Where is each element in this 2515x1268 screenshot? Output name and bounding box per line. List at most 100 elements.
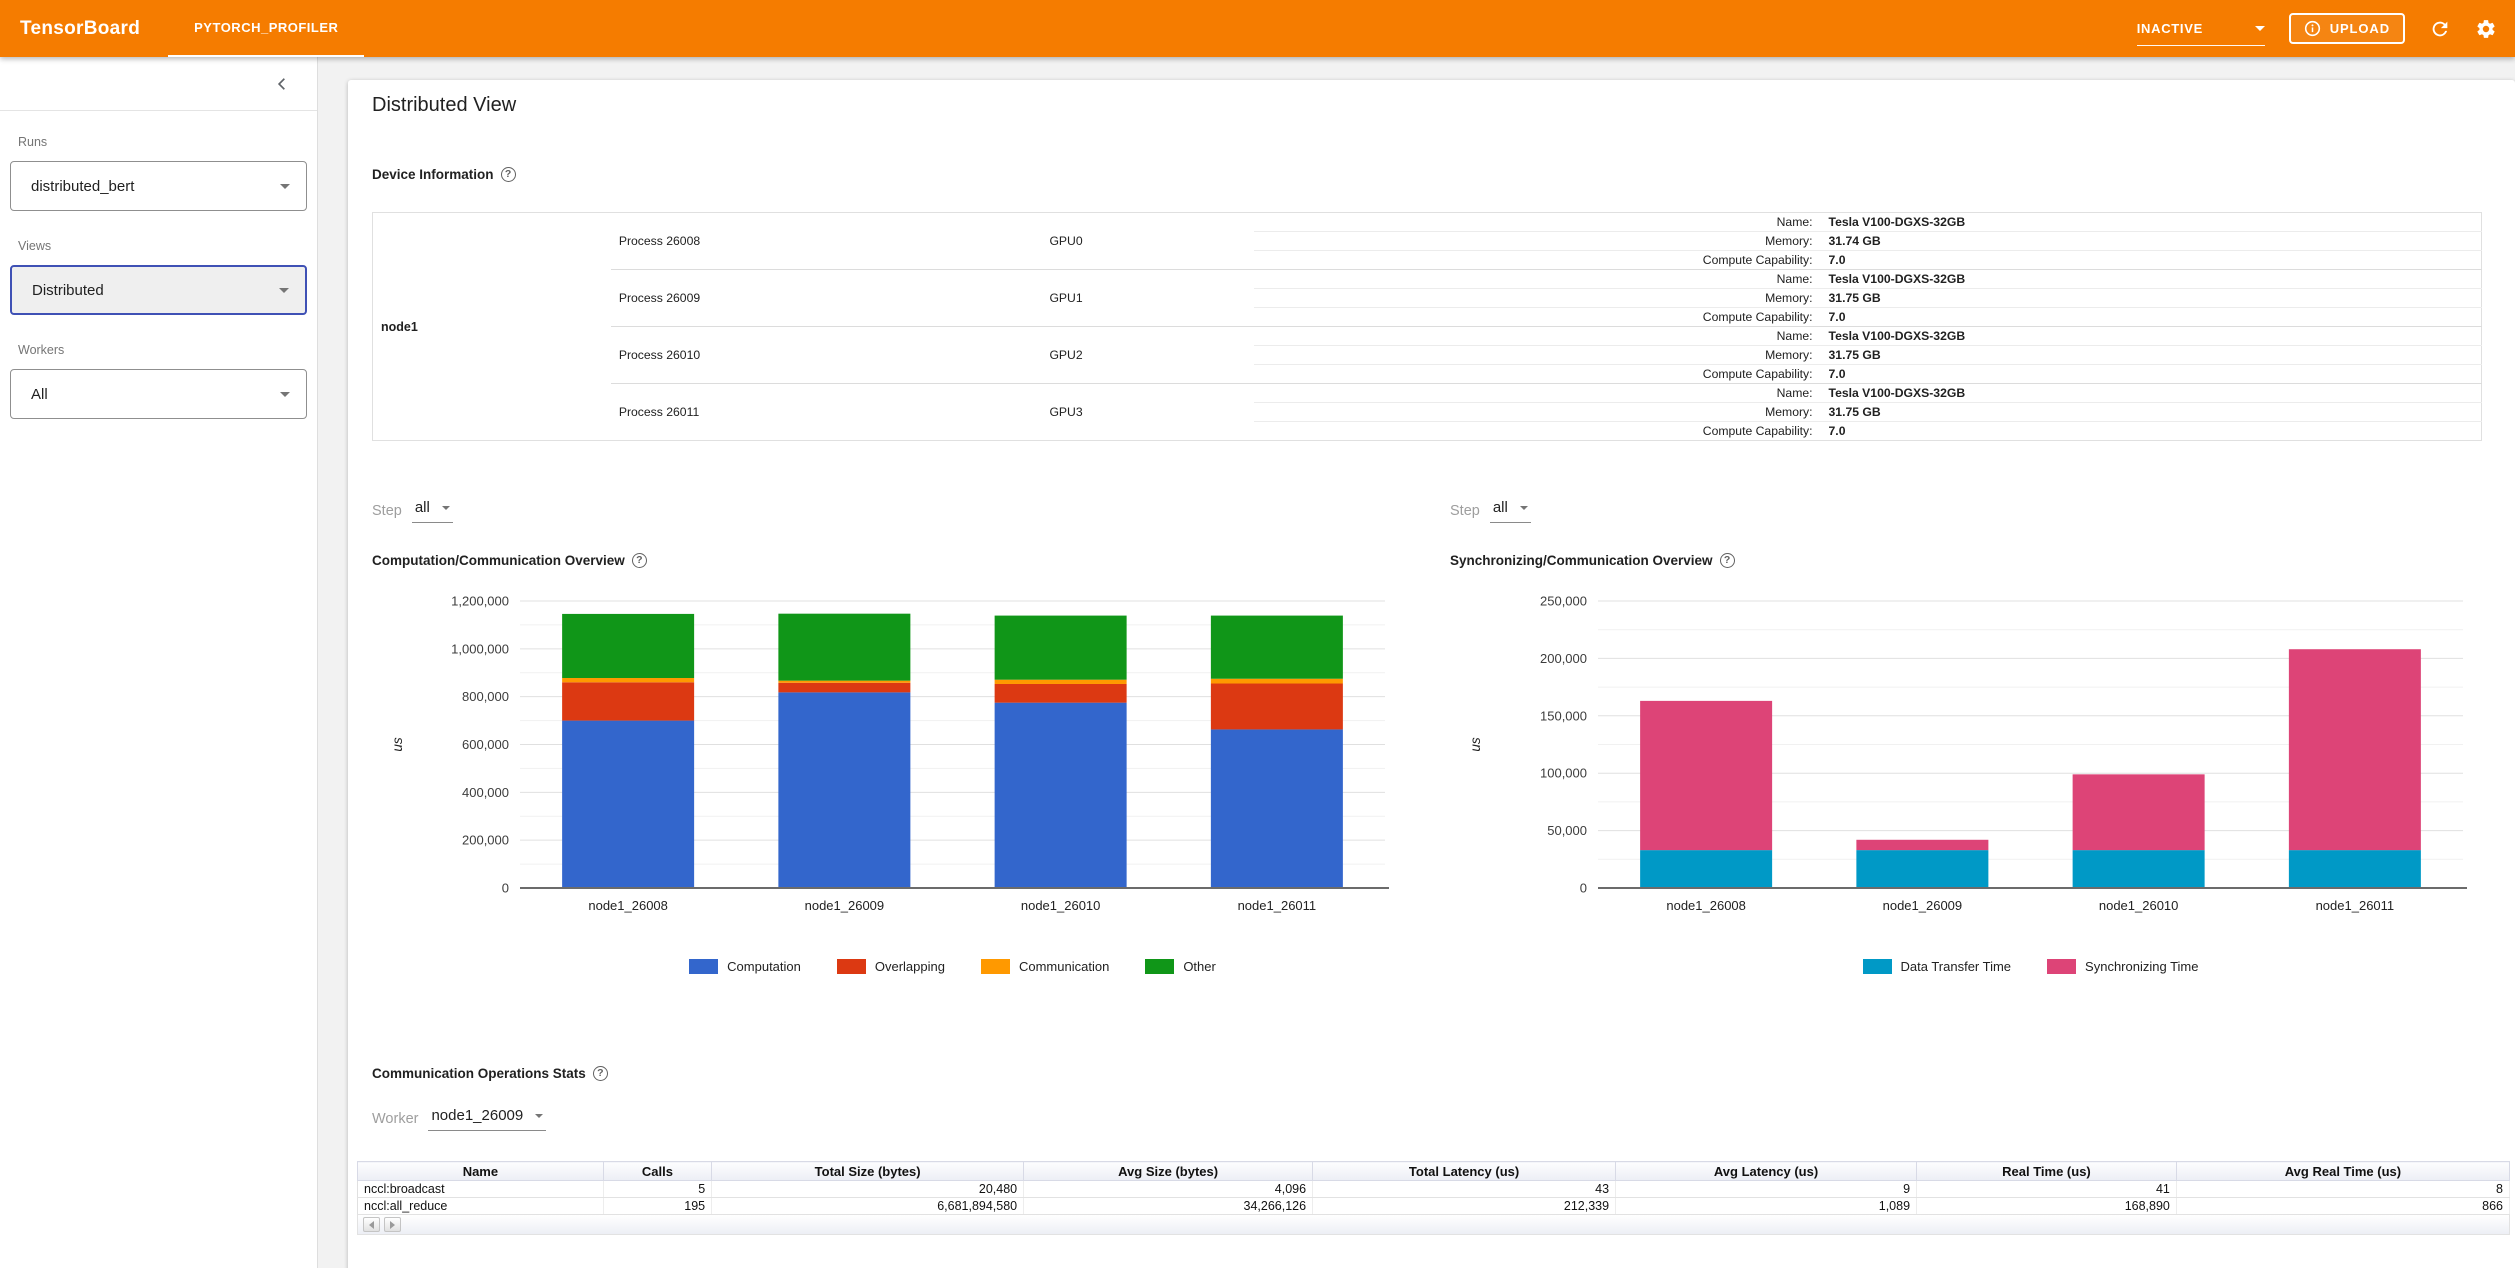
step-select-value: all xyxy=(1492,499,1508,516)
run-status-select[interactable]: INACTIVE xyxy=(2136,21,2265,46)
bar-segment-computation[interactable] xyxy=(778,692,911,888)
gear-icon xyxy=(2477,19,2495,38)
page-title: Distributed View xyxy=(372,94,517,116)
stats-column-header[interactable]: Avg Size (bytes) xyxy=(1023,1161,1314,1181)
bar-segment-overlapping[interactable] xyxy=(994,683,1127,703)
bar-segment-other[interactable] xyxy=(994,615,1127,680)
y-tick-label: 0 xyxy=(502,881,509,896)
category-label: node1_26009 xyxy=(805,898,885,913)
bar-segment-synchronizing-time[interactable] xyxy=(1640,700,1773,851)
arrow-left-icon xyxy=(369,1220,374,1229)
bar-segment-overlapping[interactable] xyxy=(778,682,911,693)
device-field-label: Memory: xyxy=(1253,288,1821,308)
collapse-sidebar-button[interactable] xyxy=(275,77,289,91)
device-field-label: Name: xyxy=(1253,383,1821,403)
device-field-value: 31.75 GB xyxy=(1820,288,2482,308)
communication-operations-title: Communication Operations Stats xyxy=(372,1066,586,1081)
legend-item[interactable]: Synchronizing Time xyxy=(2047,959,2199,974)
device-field-label: Memory: xyxy=(1253,345,1821,365)
device-table-row: Memory: 31.75 GB xyxy=(373,288,2482,308)
help-icon[interactable]: ? xyxy=(631,553,647,568)
y-tick-label: 150,000 xyxy=(1540,708,1587,723)
y-tick-label: 250,000 xyxy=(1540,594,1587,609)
device-field-value: Tesla V100-DGXS-32GB xyxy=(1820,269,2482,289)
bar-segment-other[interactable] xyxy=(562,613,695,679)
bar-segment-data-transfer-time[interactable] xyxy=(2072,850,2205,888)
legend-item[interactable]: Computation xyxy=(689,959,801,974)
prev-page-button[interactable] xyxy=(363,1217,380,1232)
stats-value: 5 xyxy=(603,1180,713,1198)
bar-segment-communication[interactable] xyxy=(1210,678,1343,684)
stats-value: 8 xyxy=(2176,1180,2511,1198)
bar-segment-synchronizing-time[interactable] xyxy=(2072,774,2205,851)
legend-item[interactable]: Data Transfer Time xyxy=(1862,959,2011,974)
stats-value: 34,266,126 xyxy=(1023,1197,1314,1215)
bar-segment-computation[interactable] xyxy=(1210,729,1343,888)
stats-column-header[interactable]: Real Time (us) xyxy=(1916,1161,2177,1181)
bar-segment-computation[interactable] xyxy=(562,720,695,888)
stats-column-header[interactable]: Name xyxy=(357,1161,604,1181)
distributed-view-card: Distributed View Device Information ? no… xyxy=(348,80,2515,1268)
computation-communication-chart: 0 200,000 400,000 600,000 800,000 1,000,000 1,… xyxy=(390,594,1389,913)
y-axis-title: us xyxy=(1468,737,1483,752)
y-tick-label: 100,000 xyxy=(1540,766,1587,781)
settings-button[interactable] xyxy=(2475,18,2497,40)
bar-segment-data-transfer-time[interactable] xyxy=(2288,850,2421,888)
bar-segment-communication[interactable] xyxy=(994,679,1127,684)
tab-pytorch-profiler[interactable]: PYTORCH_PROFILER xyxy=(168,0,365,57)
step-select-row: Step all xyxy=(372,499,1404,523)
bar-segment-other[interactable] xyxy=(1210,615,1343,679)
chart-title-text: Computation/Communication Overview xyxy=(372,553,625,568)
legend-label: Computation xyxy=(727,959,801,974)
category-label: node1_26009 xyxy=(1883,898,1963,913)
bar-segment-other[interactable] xyxy=(778,613,911,681)
workers-select[interactable]: All xyxy=(10,369,307,419)
help-icon[interactable]: ? xyxy=(500,167,516,182)
category-label: node1_26010 xyxy=(2099,898,2179,913)
stats-column-header[interactable]: Total Size (bytes) xyxy=(711,1161,1025,1181)
stats-column-header[interactable]: Avg Real Time (us) xyxy=(2175,1161,2511,1181)
bar-segment-computation[interactable] xyxy=(994,702,1127,888)
step-select[interactable]: all xyxy=(411,499,453,523)
legend-item[interactable]: Other xyxy=(1145,959,1216,974)
help-icon[interactable]: ? xyxy=(592,1066,608,1081)
legend-swatch-icon xyxy=(689,959,719,974)
step-label: Step xyxy=(1450,503,1480,519)
stats-column-header[interactable]: Total Latency (us) xyxy=(1312,1161,1617,1181)
device-field-value: 31.74 GB xyxy=(1820,231,2482,251)
step-select[interactable]: all xyxy=(1489,499,1531,523)
stats-table-body: nccl:broadcast 5 20,480 4,096 43 9 41 8 nccl:all… xyxy=(357,1180,2511,1215)
worker-select[interactable]: node1_26009 xyxy=(428,1107,547,1131)
views-select[interactable]: Distributed xyxy=(10,265,307,315)
table-row[interactable]: nccl:all_reduce 195 6,681,894,580 34,266,12… xyxy=(357,1197,2511,1215)
bar-segment-overlapping[interactable] xyxy=(1210,683,1343,730)
y-tick-label: 800,000 xyxy=(462,689,509,704)
legend-item[interactable]: Overlapping xyxy=(836,959,945,974)
table-paging-bar xyxy=(357,1215,2510,1235)
table-row[interactable]: nccl:broadcast 5 20,480 4,096 43 9 41 8 xyxy=(357,1180,2511,1198)
bar-segment-synchronizing-time[interactable] xyxy=(2288,649,2421,851)
legend-item[interactable]: Communication xyxy=(980,959,1109,974)
next-page-button[interactable] xyxy=(384,1217,401,1232)
dropdown-caret-icon xyxy=(280,183,290,189)
y-tick-label: 200,000 xyxy=(462,833,509,848)
stats-column-header[interactable]: Calls xyxy=(602,1161,713,1181)
help-icon[interactable]: ? xyxy=(1719,553,1735,568)
dropdown-caret-icon xyxy=(1519,505,1528,510)
refresh-button[interactable] xyxy=(2429,18,2451,40)
workers-select-value: All xyxy=(31,385,48,403)
bar-segment-data-transfer-time[interactable] xyxy=(1856,850,1989,888)
stats-column-header[interactable]: Avg Latency (us) xyxy=(1615,1161,1918,1181)
process-cell: Process 26008 xyxy=(618,234,701,248)
main-content: Distributed View Device Information ? no… xyxy=(318,57,2515,1268)
gpu-cell: GPU3 xyxy=(1041,383,1254,441)
bar-segment-data-transfer-time[interactable] xyxy=(1640,850,1773,888)
stats-value: 212,339 xyxy=(1312,1197,1617,1215)
upload-button[interactable]: UPLOAD xyxy=(2288,13,2405,44)
bar-segment-overlapping[interactable] xyxy=(562,682,695,721)
runs-select[interactable]: distributed_bert xyxy=(10,161,307,211)
node-cell: node1 xyxy=(381,319,418,334)
bar-segment-synchronizing-time[interactable] xyxy=(1856,839,1989,851)
bar-segment-communication[interactable] xyxy=(778,680,911,683)
bar-segment-communication[interactable] xyxy=(562,678,695,683)
